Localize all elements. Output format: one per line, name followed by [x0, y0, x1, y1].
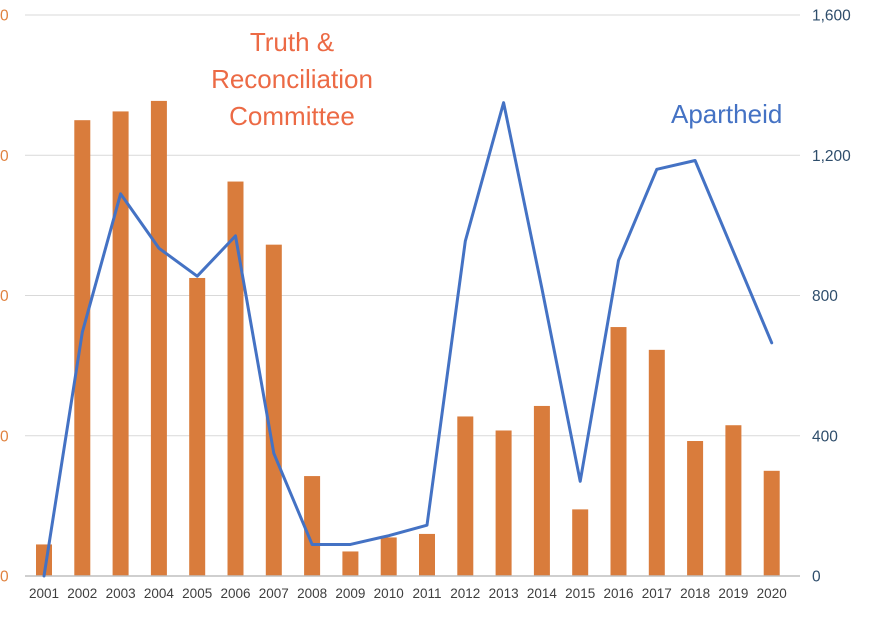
x-axis-label-2019: 2019 — [718, 586, 748, 601]
trend-line-apartheid — [42, 101, 774, 578]
bar-2004 — [150, 100, 167, 576]
x-axis-label-2007: 2007 — [259, 586, 289, 601]
x-axis-label-2002: 2002 — [67, 586, 97, 601]
bar-2018 — [687, 441, 704, 576]
right-axis-tick-label-0: 0 — [812, 569, 821, 586]
x-axis-label-2016: 2016 — [603, 586, 633, 601]
annotation-bar-series-label-line3: Committee — [229, 101, 355, 131]
bar-2013 — [495, 430, 512, 576]
annotation-bar-series-label-line2: Reconciliation — [211, 64, 373, 94]
x-axis-label-2004: 2004 — [144, 586, 175, 601]
bar-2014 — [533, 405, 550, 576]
x-axis-label-2008: 2008 — [297, 586, 327, 601]
x-axis-label-2012: 2012 — [450, 586, 480, 601]
x-axis-label-2009: 2009 — [335, 586, 365, 601]
x-axis-label-2011: 2011 — [412, 586, 441, 601]
right-axis-tick-label-1,600: 1,600 — [812, 8, 851, 25]
annotation-line-series-label: Apartheid — [671, 99, 783, 129]
x-axis-label-2010: 2010 — [374, 586, 404, 601]
annotation-bar-series-label: Truth & Reconciliation Committee — [142, 24, 442, 135]
x-axis-label-2015: 2015 — [565, 586, 595, 601]
x-axis-label-2003: 2003 — [106, 586, 136, 601]
x-axis-label-2017: 2017 — [642, 586, 672, 601]
bar-2002 — [74, 120, 91, 576]
left-axis-tick-fragment-1: 0 — [0, 428, 9, 445]
x-axis-label-2006: 2006 — [220, 586, 250, 601]
bar-2005 — [189, 277, 206, 576]
bar-2003 — [112, 111, 129, 576]
bar-2012 — [457, 416, 474, 576]
bar-2007 — [265, 244, 282, 577]
right-axis-tick-label-1,200: 1,200 — [812, 148, 851, 165]
annotation-bar-series-label-line1: Truth & — [249, 27, 335, 57]
x-axis-label-2018: 2018 — [680, 586, 710, 601]
right-axis-tick-label-800: 800 — [812, 288, 838, 305]
bar-2010 — [380, 537, 397, 576]
left-axis-tick-fragment-4: 0 — [0, 8, 9, 25]
x-axis-label-2014: 2014 — [527, 586, 558, 601]
bar-2009 — [342, 551, 359, 576]
bar-2016 — [610, 327, 627, 576]
bar-2019 — [725, 425, 742, 576]
bar-2008 — [304, 476, 321, 576]
bar-2011 — [419, 533, 435, 576]
left-axis-tick-fragment-2: 0 — [0, 288, 9, 305]
left-axis-tick-fragment-3: 0 — [0, 148, 9, 165]
right-axis-tick-label-400: 400 — [812, 428, 838, 445]
left-axis-tick-fragment-0: 0 — [0, 569, 9, 586]
bar-2020 — [763, 470, 780, 576]
bar-2015 — [572, 509, 589, 576]
bar-2006 — [227, 181, 244, 576]
x-axis-label-2005: 2005 — [182, 586, 212, 601]
bar-2017 — [648, 349, 665, 576]
x-axis-label-2020: 2020 — [757, 586, 787, 601]
x-axis-label-2013: 2013 — [489, 586, 519, 601]
x-axis-label-2001: 2001 — [29, 586, 59, 601]
